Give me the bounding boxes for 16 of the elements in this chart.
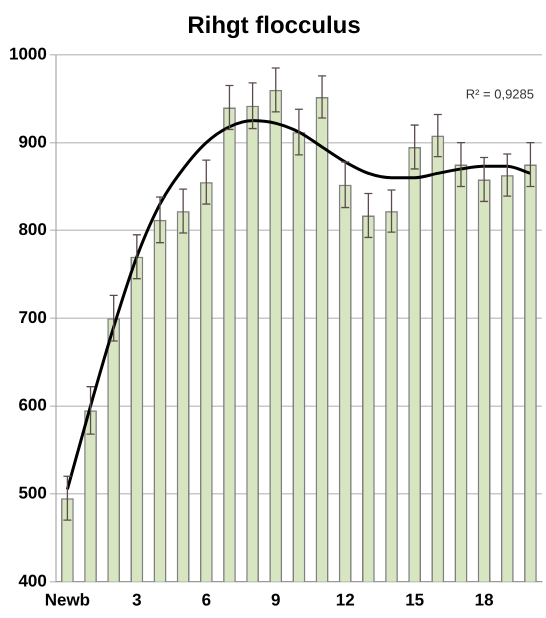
x-tick-label: 18 <box>474 590 494 610</box>
x-tick-label: 9 <box>271 590 280 610</box>
y-tick-label: 800 <box>18 220 47 240</box>
y-tick-label: 700 <box>18 308 47 327</box>
y-tick-label: 900 <box>18 132 47 152</box>
x-tick-label: 6 <box>202 590 212 610</box>
y-tick-label: 400 <box>18 571 47 590</box>
y-tick-label: 600 <box>18 396 47 415</box>
x-tick-label: 15 <box>405 590 424 610</box>
x-tick-label: Newb <box>44 590 90 610</box>
y-tick-label: 500 <box>18 483 47 502</box>
x-tick-label: 12 <box>336 590 355 610</box>
annotation: R² = 0,9285 <box>466 86 534 102</box>
y-tick-label: 1000 <box>8 44 47 64</box>
x-tick-label: 3 <box>132 590 142 610</box>
chart-title: Rihgt flocculus <box>187 12 361 40</box>
